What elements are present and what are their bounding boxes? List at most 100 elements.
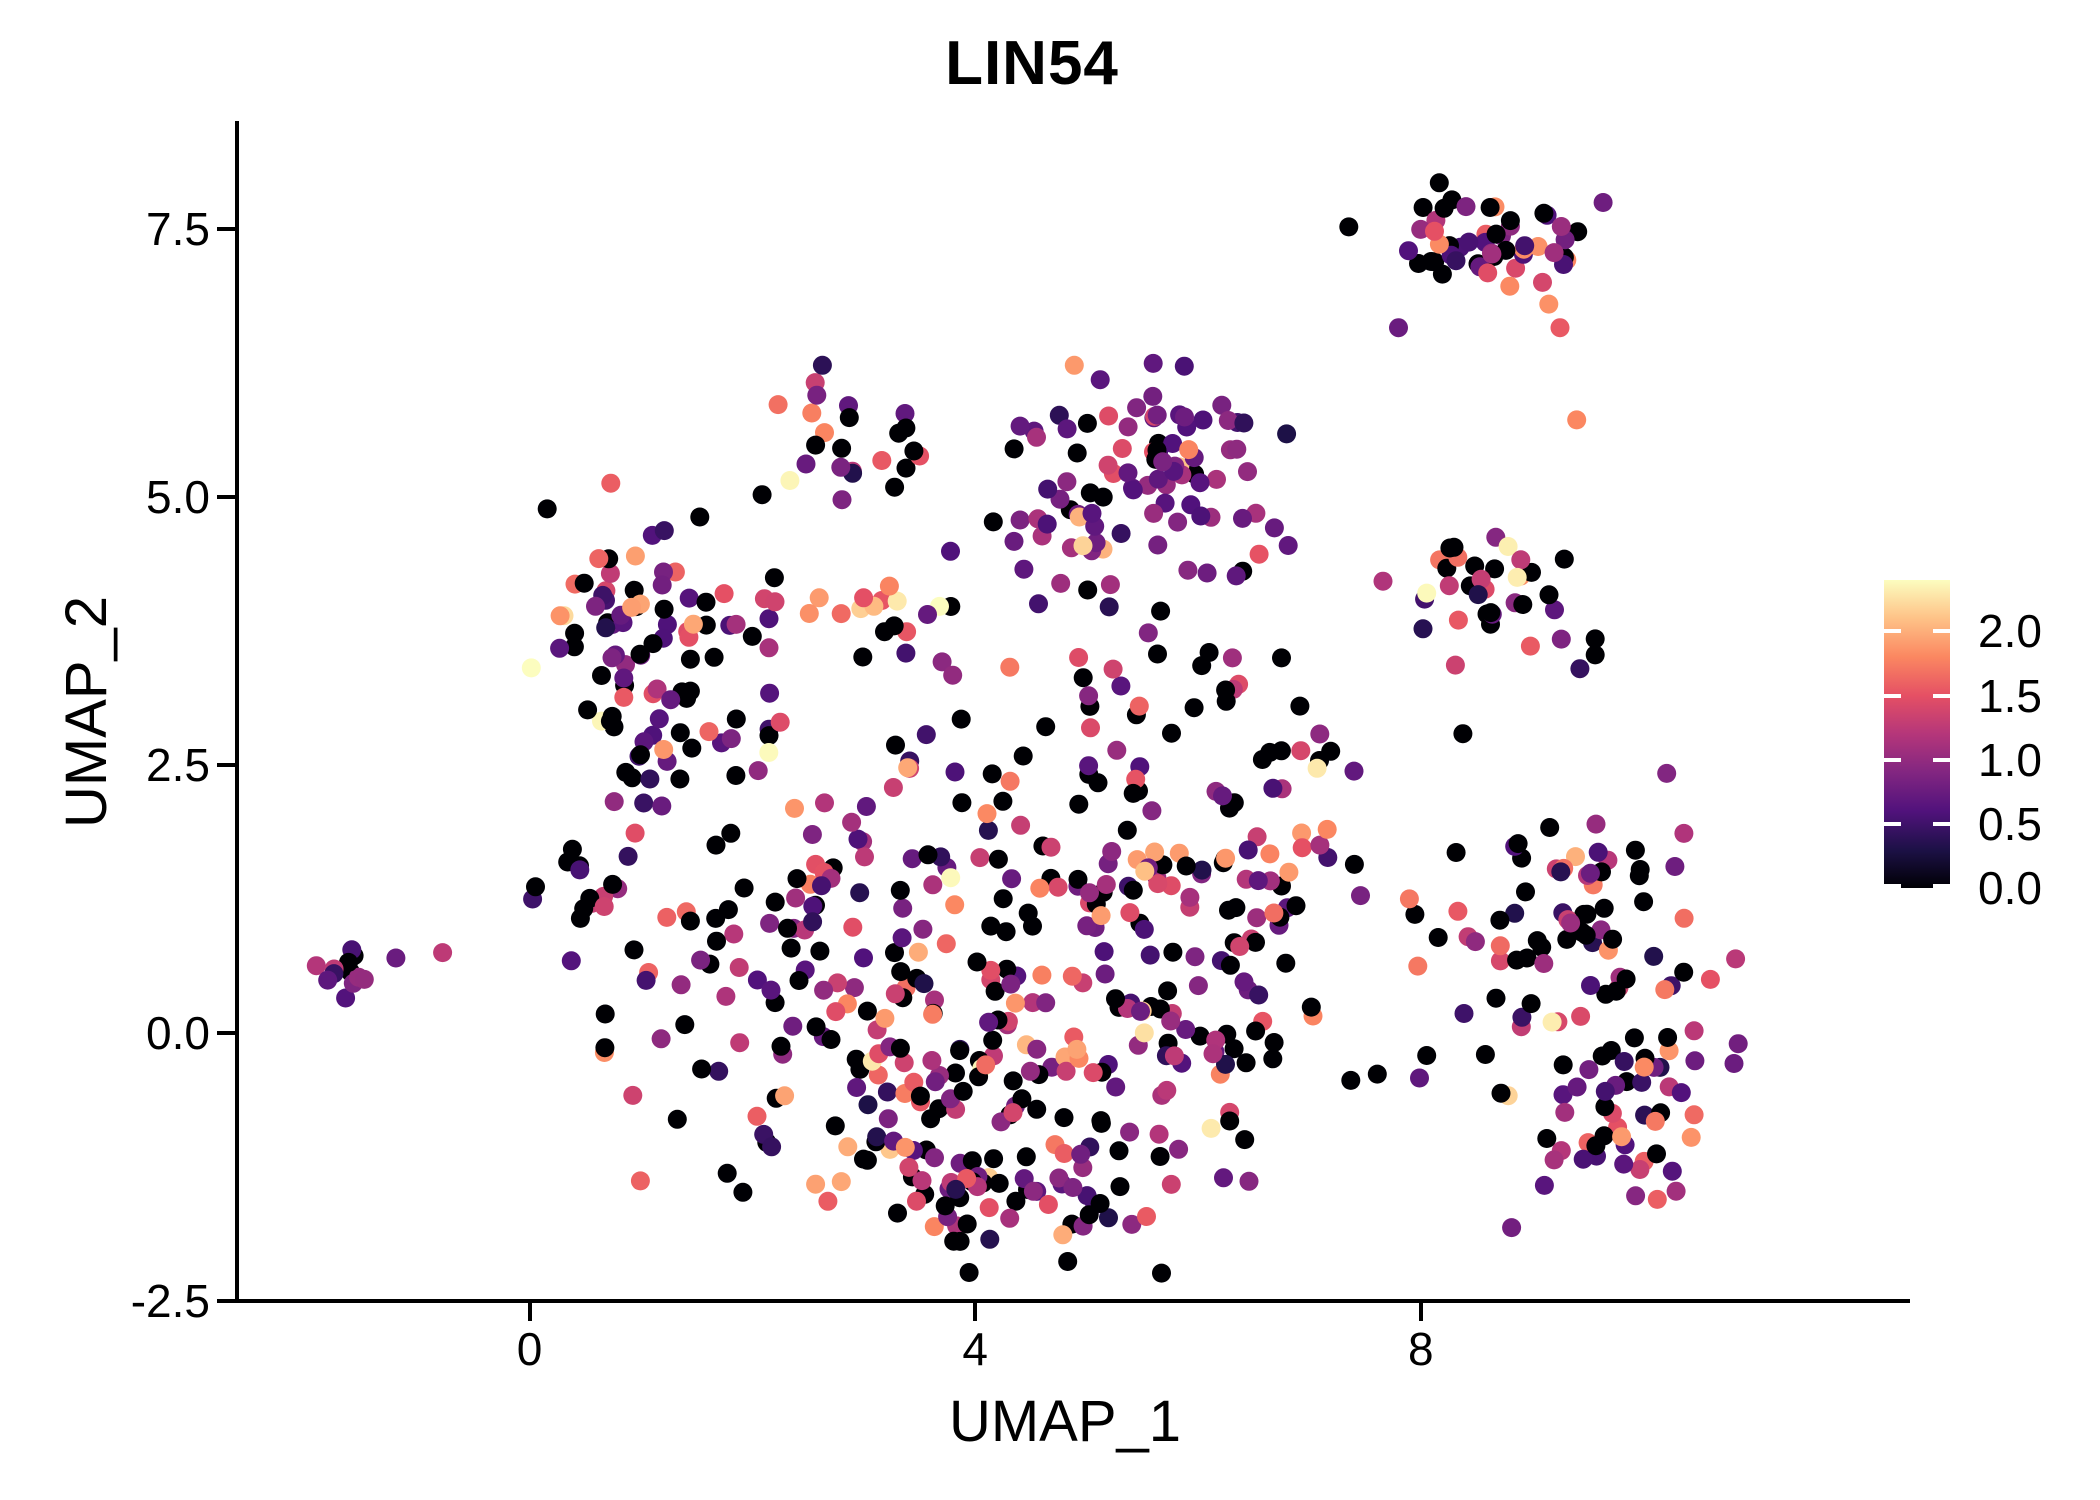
data-point [1193, 410, 1213, 430]
data-point [1490, 951, 1510, 971]
data-point [726, 709, 746, 729]
data-point [1003, 1071, 1023, 1091]
data-point [1351, 886, 1370, 906]
colorbar-tick-label: 0.5 [1978, 797, 2042, 850]
data-point [570, 860, 590, 880]
data-point [1279, 862, 1299, 882]
data-point [1212, 395, 1232, 415]
data-point [982, 764, 1002, 784]
data-point [924, 1217, 944, 1237]
data-point [799, 604, 819, 623]
data-point [1006, 1191, 1026, 1211]
data-point [1490, 936, 1510, 956]
data-point [1037, 514, 1057, 534]
data-point [602, 648, 622, 668]
data-point [844, 978, 864, 998]
data-point [1544, 1150, 1564, 1170]
data-point [936, 934, 956, 954]
data-point [1341, 1070, 1361, 1090]
data-point [521, 658, 541, 678]
colorbar-tick-mark [1933, 629, 1950, 634]
data-point [1176, 1020, 1196, 1039]
data-point [1027, 1099, 1047, 1119]
data-point [857, 1001, 877, 1021]
data-point [899, 1157, 919, 1177]
data-point [1123, 480, 1143, 500]
data-point [589, 549, 609, 569]
data-point [1135, 861, 1155, 881]
data-point [1263, 1049, 1283, 1069]
data-point [809, 588, 829, 608]
data-point [1150, 1147, 1170, 1166]
data-point [1057, 472, 1077, 492]
data-point [815, 793, 834, 813]
data-point [1079, 686, 1099, 706]
data-point [996, 922, 1016, 942]
data-point [768, 395, 788, 415]
data-point [652, 575, 672, 595]
data-point [918, 605, 937, 624]
data-point [1480, 198, 1500, 217]
data-point [761, 980, 781, 1000]
data-point [602, 706, 622, 726]
data-point [679, 588, 699, 608]
data-point [1594, 898, 1614, 918]
data-point [1067, 443, 1087, 463]
data-point [896, 643, 916, 663]
data-point [707, 931, 726, 951]
data-point [985, 981, 1005, 1001]
data-point [1662, 1161, 1682, 1181]
data-point [925, 1072, 945, 1092]
data-point [1143, 386, 1163, 406]
data-point [977, 804, 997, 824]
data-point [336, 988, 356, 1008]
data-point [993, 889, 1013, 909]
data-point [846, 1049, 866, 1069]
data-point [1551, 217, 1571, 236]
data-point [1685, 1051, 1705, 1071]
data-point [600, 564, 620, 583]
data-point [1000, 771, 1020, 791]
data-point [1013, 746, 1033, 766]
data-point [1528, 237, 1548, 256]
data-point [1081, 718, 1100, 738]
data-point [550, 606, 570, 626]
data-point [1726, 949, 1746, 969]
data-point [1521, 994, 1541, 1014]
data-point [1413, 619, 1433, 639]
data-point [1612, 1127, 1632, 1147]
data-point [885, 943, 904, 963]
data-point [848, 829, 868, 849]
data-point [1585, 629, 1605, 649]
data-point [850, 883, 870, 903]
y-tick-mark [217, 227, 235, 232]
data-point [1700, 969, 1720, 989]
data-point [730, 1033, 750, 1053]
data-point [877, 1082, 897, 1102]
data-point [580, 888, 600, 908]
data-point [690, 507, 710, 527]
data-point [1515, 236, 1535, 256]
data-point [625, 823, 645, 843]
data-point [904, 441, 924, 461]
data-point [1655, 980, 1675, 1000]
data-point [1117, 820, 1137, 840]
data-point [1049, 1168, 1069, 1188]
data-point [1216, 680, 1236, 700]
data-point [839, 408, 859, 428]
data-point [1290, 696, 1310, 716]
x-axis-title: UMAP_1 [948, 1389, 1182, 1454]
data-point [748, 761, 768, 781]
data-point [921, 1109, 941, 1129]
data-point [1630, 1160, 1650, 1179]
data-point [1145, 842, 1165, 862]
data-point [778, 918, 797, 938]
data-point [616, 762, 636, 782]
data-point [879, 576, 899, 596]
data-point [1134, 1023, 1154, 1043]
data-point [671, 975, 691, 995]
data-point [634, 793, 654, 813]
data-point [1551, 862, 1571, 882]
data-point [806, 1017, 826, 1037]
data-point [1413, 198, 1433, 217]
